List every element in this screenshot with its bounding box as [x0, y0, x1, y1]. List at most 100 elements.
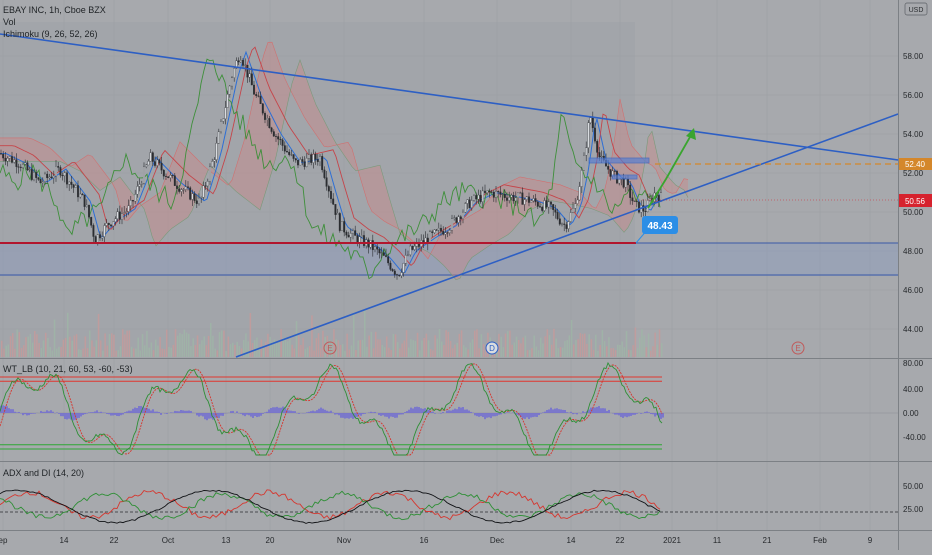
candle-body [121, 214, 123, 220]
volume-bar [639, 338, 641, 357]
price-axis[interactable] [898, 0, 932, 550]
wt-histogram-bar [442, 412, 444, 413]
target-price-label: 52.40 [905, 160, 926, 169]
wt-histogram-bar [572, 413, 574, 414]
candle-body [462, 212, 464, 219]
volume-bar [184, 330, 186, 357]
volume-bar [373, 348, 375, 357]
wt-legend[interactable]: WT_LB (10, 21, 60, 53, -60, -53) [3, 364, 133, 374]
volume-bar [593, 350, 595, 357]
volume-bar [289, 339, 291, 357]
volume-bar [285, 338, 287, 357]
wt-histogram-bar [622, 413, 624, 418]
volume-bar [47, 338, 49, 357]
wt-histogram-bar [324, 410, 326, 413]
wt-histogram-bar [164, 413, 166, 414]
volume-bar [1, 341, 3, 357]
volume-bar [173, 345, 175, 357]
candle-body [167, 177, 169, 178]
wt-histogram-bar [326, 411, 328, 413]
candle-body [357, 236, 359, 243]
wt-histogram-bar [136, 408, 138, 413]
candle-body [403, 263, 405, 272]
candle-body [134, 194, 136, 201]
currency-button[interactable]: USD [905, 3, 927, 15]
candle-body [156, 160, 158, 166]
candle-body [535, 199, 537, 202]
wt-histogram-bar [10, 409, 12, 413]
candle-body [506, 198, 508, 201]
candle-body [128, 206, 130, 212]
candle-body [286, 151, 288, 152]
event-marker-dividend[interactable]: D [486, 342, 498, 354]
candle-body [297, 160, 299, 165]
chart-title[interactable]: EBAY INC, 1h, Cboe BZX [3, 5, 106, 15]
candle-body [460, 217, 462, 219]
wt-histogram-bar [564, 410, 566, 413]
wt-histogram-bar [542, 412, 544, 413]
ichimoku-legend[interactable]: Ichimoku (9, 26, 52, 26) [3, 29, 98, 39]
wt-histogram-bar [170, 412, 172, 413]
wt-histogram-bar [76, 413, 78, 418]
adx-legend[interactable]: ADX and DI (14, 20) [3, 468, 84, 478]
volume-bar [146, 331, 148, 357]
candle-body [29, 169, 31, 170]
candle-body [49, 177, 51, 178]
wt-histogram-bar [50, 410, 52, 413]
candle-body [590, 118, 592, 123]
candle-body [40, 179, 42, 183]
candle-body [7, 158, 9, 161]
wt-histogram-bar [624, 413, 626, 417]
volume-bar [313, 350, 315, 357]
wt-histogram-bar [570, 412, 572, 413]
candle-body [304, 162, 306, 167]
volume-bar [555, 338, 557, 357]
volume-bar [16, 329, 18, 357]
wt-histogram-bar [546, 410, 548, 413]
wt-histogram-bar [84, 413, 86, 414]
volume-bar [126, 331, 128, 357]
wt-histogram-bar [432, 412, 434, 413]
candle-body [73, 185, 75, 188]
volume-bar [32, 343, 34, 357]
volume-bar [577, 339, 579, 357]
candle-body [66, 173, 68, 184]
volume-legend[interactable]: Vol [3, 17, 16, 27]
wt-histogram-bar [292, 411, 294, 413]
candle-body [68, 182, 70, 184]
adx-pane[interactable] [0, 462, 898, 530]
wt-histogram-bar [516, 413, 518, 415]
candle-body [258, 96, 260, 97]
volume-bar [421, 340, 423, 357]
volume-bar [379, 339, 381, 357]
candle-body [350, 233, 352, 237]
candle-body [119, 212, 121, 220]
wt-histogram-bar [490, 413, 492, 418]
wt-histogram-bar [182, 410, 184, 413]
volume-bar [287, 341, 289, 357]
candle-body [539, 206, 541, 207]
volume-bar [162, 349, 164, 357]
candle-body [145, 165, 147, 167]
candle-body [471, 200, 473, 207]
wt-histogram-bar [208, 413, 210, 419]
volume-bar [430, 349, 432, 357]
target-price-badge[interactable]: 52.40 [899, 158, 932, 170]
wt-histogram-bar [218, 413, 220, 418]
candle-body [53, 176, 55, 178]
wt-histogram-bar [114, 413, 116, 415]
volume-bar [624, 347, 626, 357]
volume-bar [652, 346, 654, 357]
volume-bar [569, 335, 571, 357]
volume-bar [91, 340, 93, 357]
candle-body [363, 235, 365, 245]
volume-bar [368, 336, 370, 357]
volume-bar [25, 337, 27, 357]
candle-body [658, 195, 660, 201]
current-price-badge[interactable]: 50.56 [899, 194, 932, 207]
wt-histogram-bar [12, 409, 14, 413]
candle-body [35, 172, 37, 177]
candle-body [106, 223, 108, 225]
